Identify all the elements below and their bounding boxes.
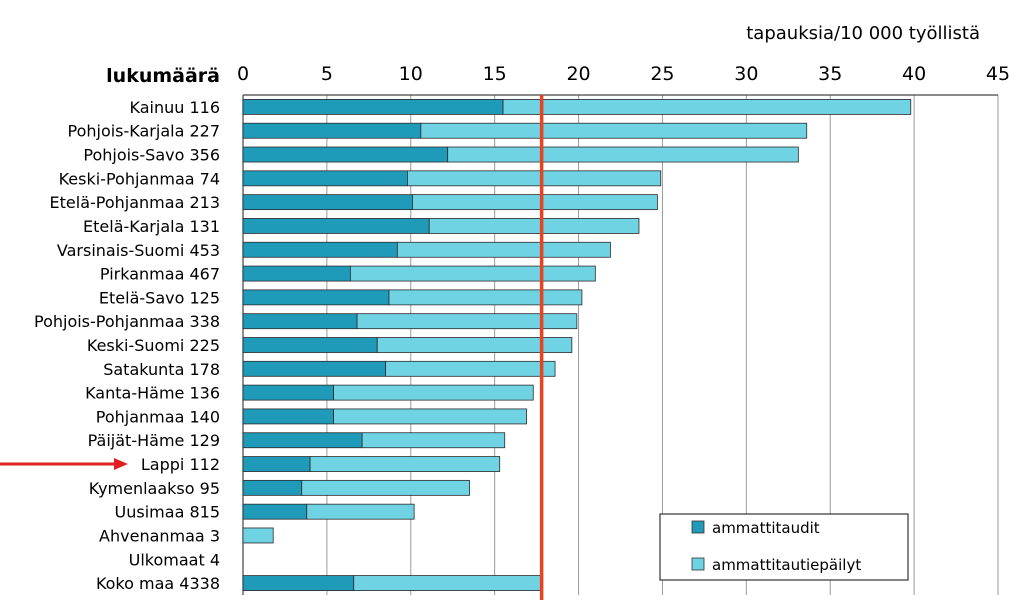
category-label: Pohjois-Pohjanmaa 338 (34, 312, 220, 331)
bar-ammattitaudit (242, 575, 355, 591)
x-tick-label: 40 (902, 63, 926, 85)
bar-ammattitaudit (242, 456, 311, 472)
bars (242, 99, 912, 591)
x-tick-label: 35 (818, 63, 842, 85)
bar-ammattitautiepailyt (306, 503, 415, 520)
category-label: Keski-Suomi 225 (87, 336, 220, 355)
category-label: Keski-Pohjanmaa 74 (59, 169, 220, 188)
highlight-arrow-group (0, 458, 128, 471)
legend-label-ammattitautiepailyt: ammattitautiepäilyt (712, 556, 861, 574)
bar-ammattitautiepailyt (385, 360, 556, 377)
category-label: Satakunta 178 (103, 360, 220, 379)
category-label: Etelä-Savo 125 (99, 288, 220, 307)
y-header: lukumäärä (106, 65, 220, 87)
bar-ammattitautiepailyt (428, 218, 640, 234)
category-label: Varsinais-Suomi 453 (57, 241, 220, 260)
bar-ammattitautiepailyt (361, 432, 506, 449)
category-label: Ahvenanmaa 3 (99, 526, 220, 545)
bar-ammattitautiepailyt (301, 479, 470, 496)
legend: ammattitaudit ammattitautiepäilyt (659, 513, 909, 581)
bar-ammattitaudit (242, 146, 449, 163)
category-label: Pohjanmaa 140 (96, 407, 220, 426)
x-tick-label: 45 (986, 63, 1010, 85)
bar-ammattitaudit (242, 289, 390, 306)
bar-ammattitaudit (242, 218, 430, 234)
bar-ammattitautiepailyt (349, 265, 596, 282)
x-tick-label: 0 (237, 63, 249, 85)
x-tick-label: 25 (650, 63, 674, 85)
category-label: Pirkanmaa 467 (100, 265, 220, 284)
bar-ammattitautiepailyt (407, 170, 662, 187)
category-label: Uusimaa 815 (115, 503, 220, 522)
bar-ammattitautiepailyt (412, 194, 658, 211)
category-label: Kanta-Häme 136 (85, 384, 220, 403)
bar-ammattitautiepailyt (242, 527, 274, 544)
highlight-arrow-head (114, 458, 128, 471)
bar-ammattitaudit (242, 479, 303, 496)
bar-ammattitaudit (242, 99, 504, 115)
category-label: Päijät-Häme 129 (88, 431, 220, 450)
bar-ammattitaudit (242, 313, 358, 330)
bar-ammattitaudit (242, 337, 378, 353)
category-label: Kymenlaakso 95 (89, 479, 220, 498)
bar-ammattitaudit (242, 265, 351, 282)
bar-ammattitaudit (242, 122, 422, 139)
legend-swatch-ammattitautiepailyt (691, 557, 705, 571)
bar-ammattitaudit (242, 432, 363, 449)
x-tick-label: 10 (399, 63, 423, 85)
bar-ammattitaudit (242, 241, 398, 258)
x-tick-label: 5 (321, 63, 333, 85)
bar-ammattitautiepailyt (333, 384, 534, 401)
bar-ammattitaudit (242, 408, 334, 425)
x-tick-labels: 0 5 10 15 20 25 30 35 40 45 (237, 63, 1010, 85)
category-label: Koko maa 4338 (96, 574, 220, 593)
bar-ammattitautiepailyt (356, 313, 578, 330)
category-label: Ulkomaat 4 (129, 550, 220, 569)
category-label: Kainuu 116 (129, 98, 220, 117)
bar-ammattitautiepailyt (502, 99, 912, 115)
category-label: Pohjois-Savo 356 (83, 146, 220, 165)
bar-ammattitautiepailyt (396, 241, 611, 258)
x-unit-label: tapauksia/10 000 työllistä (746, 23, 980, 44)
x-tick-label: 20 (566, 63, 590, 85)
bar-ammattitaudit (242, 384, 334, 401)
bar-ammattitautiepailyt (388, 289, 583, 306)
bar-ammattitautiepailyt (309, 456, 501, 472)
category-label: Lappi 112 (141, 455, 220, 474)
category-label: Pohjois-Karjala 227 (67, 122, 220, 141)
bar-ammattitaudit (242, 194, 413, 211)
bar-ammattitautiepailyt (420, 122, 808, 139)
legend-label-ammattitaudit: ammattitaudit (712, 519, 820, 537)
bar-ammattitautiepailyt (353, 575, 543, 591)
bar-ammattitautiepailyt (333, 408, 527, 425)
category-labels: Kainuu 116 Pohjois-Karjala 227 Pohjois-Sav… (34, 98, 220, 593)
bar-ammattitaudit (242, 503, 308, 520)
category-label: Etelä-Pohjanmaa 213 (50, 193, 220, 212)
bar-ammattitaudit (242, 360, 387, 377)
bar-ammattitautiepailyt (447, 146, 799, 163)
legend-swatch-ammattitaudit (691, 520, 705, 534)
bar-ammattitautiepailyt (376, 337, 573, 353)
x-tick-label: 15 (483, 63, 507, 85)
bar-ammattitaudit (242, 170, 408, 187)
category-label: Etelä-Karjala 131 (83, 217, 220, 236)
x-tick-label: 30 (734, 63, 758, 85)
